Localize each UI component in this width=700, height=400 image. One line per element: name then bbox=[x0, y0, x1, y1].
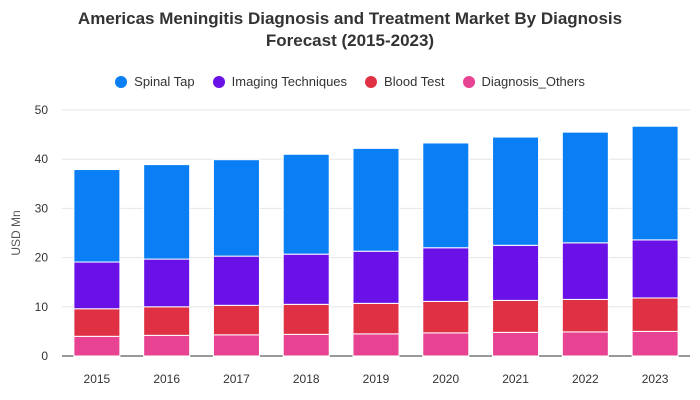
bar-segment-diagnosis-others bbox=[492, 331, 540, 357]
legend-label: Spinal Tap bbox=[134, 74, 195, 89]
legend-label: Diagnosis_Others bbox=[481, 74, 585, 89]
bar-segment-imaging-techniques bbox=[212, 255, 260, 306]
bar-segment-blood-test bbox=[561, 298, 609, 333]
y-tick-label: 10 bbox=[35, 300, 49, 314]
bar-segment-imaging-techniques bbox=[282, 253, 330, 305]
bar-segment-blood-test bbox=[422, 300, 470, 334]
bar-segment-blood-test bbox=[212, 304, 260, 336]
legend-label: Blood Test bbox=[384, 74, 445, 89]
bar-segment-spinal-tap bbox=[422, 142, 470, 249]
bar-segment-blood-test bbox=[282, 303, 330, 335]
bar-segment-blood-test bbox=[352, 302, 400, 335]
bar-segment-imaging-techniques bbox=[422, 247, 470, 302]
legend-item-spinal-tap[interactable]: Spinal Tap bbox=[115, 74, 195, 89]
x-tick-label: 2015 bbox=[84, 372, 111, 386]
bar-segment-diagnosis-others bbox=[631, 330, 679, 357]
legend-label: Imaging Techniques bbox=[231, 74, 348, 89]
legend-item-diagnosis-others[interactable]: Diagnosis_Others bbox=[462, 74, 585, 89]
legend-swatch-icon bbox=[212, 75, 225, 88]
legend-swatch-icon bbox=[462, 75, 475, 88]
bar-segment-diagnosis-others bbox=[352, 333, 400, 357]
bar-segment-spinal-tap bbox=[212, 159, 260, 257]
y-tick-label: 0 bbox=[41, 349, 48, 363]
bar-segment-imaging-techniques bbox=[73, 261, 121, 310]
bar-segment-spinal-tap bbox=[631, 125, 679, 241]
x-tick-label: 2020 bbox=[432, 372, 459, 386]
x-tick-label: 2017 bbox=[223, 372, 250, 386]
bar-segment-diagnosis-others bbox=[143, 334, 191, 357]
bar-segment-blood-test bbox=[631, 297, 679, 332]
bar-segment-imaging-techniques bbox=[561, 242, 609, 300]
bar-segment-spinal-tap bbox=[352, 147, 400, 252]
bar-segment-imaging-techniques bbox=[631, 239, 679, 299]
chart-title-line-1: Americas Meningitis Diagnosis and Treatm… bbox=[77, 9, 623, 28]
y-axis-title: USD Mn bbox=[9, 210, 23, 255]
bar-segment-diagnosis-others bbox=[212, 334, 260, 357]
x-tick-label: 2019 bbox=[363, 372, 390, 386]
chart-title-line-2: Forecast (2015-2023) bbox=[265, 31, 435, 50]
bar-segment-spinal-tap bbox=[561, 131, 609, 244]
bar-segment-spinal-tap bbox=[492, 136, 540, 246]
bar-segment-imaging-techniques bbox=[352, 250, 400, 304]
bar-segment-diagnosis-others bbox=[282, 333, 330, 357]
legend-item-blood-test[interactable]: Blood Test bbox=[365, 74, 445, 89]
y-tick-label: 50 bbox=[35, 103, 49, 117]
bar-segment-blood-test bbox=[143, 306, 191, 336]
bar-segment-imaging-techniques bbox=[143, 258, 191, 308]
bar-segment-spinal-tap bbox=[143, 164, 191, 260]
bar-segment-spinal-tap bbox=[73, 169, 121, 263]
legend-swatch-icon bbox=[365, 75, 378, 88]
bar-segment-spinal-tap bbox=[282, 153, 330, 255]
legend-item-imaging-techniques[interactable]: Imaging Techniques bbox=[212, 74, 348, 89]
bar-segment-diagnosis-others bbox=[561, 331, 609, 357]
x-tick-label: 2016 bbox=[153, 372, 180, 386]
chart-title: Americas Meningitis Diagnosis and Treatm… bbox=[0, 8, 700, 52]
x-tick-label: 2021 bbox=[502, 372, 529, 386]
y-tick-label: 40 bbox=[35, 152, 49, 166]
bar-segment-diagnosis-others bbox=[422, 332, 470, 357]
y-tick-label: 30 bbox=[35, 201, 49, 215]
x-tick-label: 2018 bbox=[293, 372, 320, 386]
chart-legend: Spinal Tap Imaging Techniques Blood Test Di… bbox=[0, 74, 700, 89]
bar-segment-diagnosis-others bbox=[73, 335, 121, 357]
legend-swatch-icon bbox=[115, 75, 128, 88]
x-tick-label: 2022 bbox=[572, 372, 599, 386]
bar-segment-imaging-techniques bbox=[492, 244, 540, 301]
y-tick-label: 20 bbox=[35, 251, 49, 265]
x-tick-label: 2023 bbox=[642, 372, 669, 386]
bar-segment-blood-test bbox=[73, 308, 121, 337]
bar-segment-blood-test bbox=[492, 299, 540, 333]
